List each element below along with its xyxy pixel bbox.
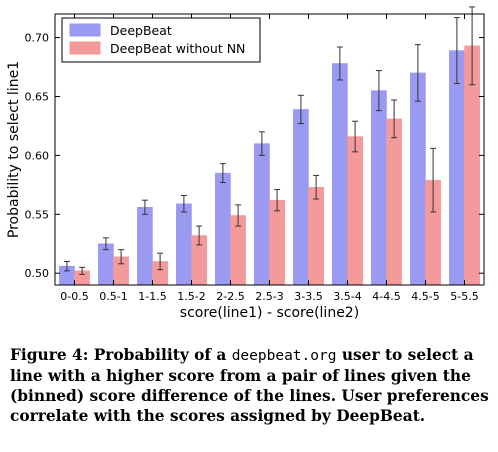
caption-text-2: user to select a line with a higher scor… (10, 346, 489, 425)
caption-text-1: Probability of a (88, 346, 232, 364)
x-tick-label-8: 4-4.5 (372, 290, 400, 303)
x-tick-label-9: 4.5-5 (411, 290, 439, 303)
bar-chart: 0.50 0.55 0.60 0.65 0.70 0-0.5 0.5-1 1-1.5 1.5-2… (6, 6, 485, 321)
legend-swatch-0 (69, 23, 101, 37)
caption-code: deepbeat.org (231, 348, 337, 364)
legend-swatch-1 (69, 41, 101, 55)
y-tick-label-4: 0.70 (25, 32, 50, 45)
bar-deepbeat-9 (410, 72, 426, 286)
legend: DeepBeat DeepBeat without NN (61, 17, 261, 63)
x-axis-label: score(line1) - score(line2) (180, 305, 359, 321)
bar-without-nn-8 (386, 118, 402, 286)
bar-without-nn-5 (269, 199, 285, 286)
y-tick-label-0: 0.50 (25, 267, 50, 280)
x-tick-label-7: 3.5-4 (333, 290, 361, 303)
y-tick-label-3: 0.65 (25, 90, 50, 103)
y-tick-label-1: 0.55 (25, 208, 50, 221)
legend-entry-1: DeepBeat without NN (110, 41, 245, 56)
bar-deepbeat-4 (215, 172, 231, 286)
plot-area: 0.50 0.55 0.60 0.65 0.70 0-0.5 0.5-1 1-1.5 1.5-2… (25, 6, 485, 303)
x-tick-label-0: 0-0.5 (60, 290, 88, 303)
y-axis-label: Probability to select line1 (6, 61, 22, 238)
x-tick-label-10: 5-5.5 (450, 290, 478, 303)
bar-without-nn-7 (347, 136, 363, 286)
x-tick-label-6: 3-3.5 (294, 290, 322, 303)
caption-label: Figure 4: (10, 346, 89, 364)
x-tick-label-4: 2-2.5 (216, 290, 244, 303)
y-tick-label-2: 0.60 (25, 149, 50, 162)
legend-entry-0: DeepBeat (110, 23, 172, 38)
bar-deepbeat-8 (371, 90, 387, 286)
bar-deepbeat-5 (254, 143, 270, 286)
x-tick-label-5: 2.5-3 (255, 290, 283, 303)
x-tick-label-2: 1-1.5 (138, 290, 166, 303)
figure-caption: Figure 4: Probability of a deepbeat.org … (10, 345, 490, 426)
bar-deepbeat-6 (293, 109, 309, 286)
x-tick-label-1: 0.5-1 (99, 290, 127, 303)
bar-without-nn-6 (308, 186, 324, 286)
bar-deepbeat-2 (137, 206, 153, 286)
bar-deepbeat-10 (449, 50, 465, 286)
bar-deepbeat-3 (176, 203, 192, 286)
x-tick-label-3: 1.5-2 (177, 290, 205, 303)
bar-deepbeat-7 (332, 63, 348, 286)
